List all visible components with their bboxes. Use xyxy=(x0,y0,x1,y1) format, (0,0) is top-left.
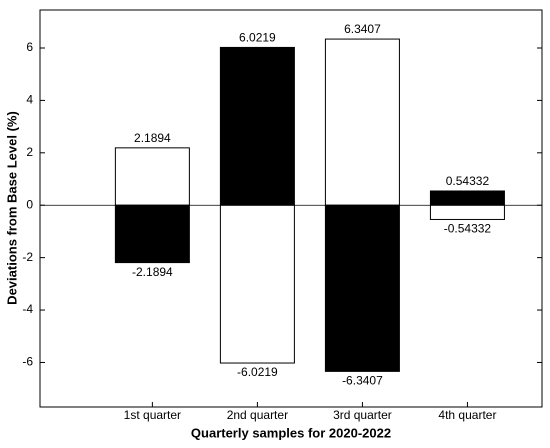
y-tick-label: -6 xyxy=(22,355,33,369)
x-tick-label: 2nd quarter xyxy=(227,408,288,422)
bar xyxy=(429,190,505,206)
bar xyxy=(114,204,190,264)
y-axis-title: Deviations from Base Level (%) xyxy=(4,111,19,305)
value-label: 6.3407 xyxy=(344,22,381,36)
y-tick-label: -2 xyxy=(22,250,33,264)
value-label: -6.0219 xyxy=(237,365,278,379)
bar xyxy=(324,204,400,372)
x-tick-label: 1st quarter xyxy=(124,408,181,422)
x-tick-label: 3rd quarter xyxy=(333,408,392,422)
value-label: 2.1894 xyxy=(134,131,171,145)
x-tick-label: 4th quarter xyxy=(438,408,496,422)
bar xyxy=(324,38,400,206)
y-tick-label: 4 xyxy=(26,93,33,107)
y-tick-label: 2 xyxy=(26,145,33,159)
x-axis-title: Quarterly samples for 2020-2022 xyxy=(191,425,391,440)
value-label: -0.54332 xyxy=(444,222,492,236)
bar xyxy=(219,204,295,364)
y-tick-label: 6 xyxy=(26,40,33,54)
value-label: -6.3407 xyxy=(342,374,383,388)
bar xyxy=(429,204,505,220)
value-label: 0.54332 xyxy=(446,174,490,188)
bar xyxy=(219,46,295,206)
y-tick-label: 0 xyxy=(26,197,33,211)
value-label: -2.1894 xyxy=(132,265,173,279)
y-tick-label: -4 xyxy=(22,302,33,316)
value-label: 6.0219 xyxy=(239,31,276,45)
bar xyxy=(114,147,190,206)
